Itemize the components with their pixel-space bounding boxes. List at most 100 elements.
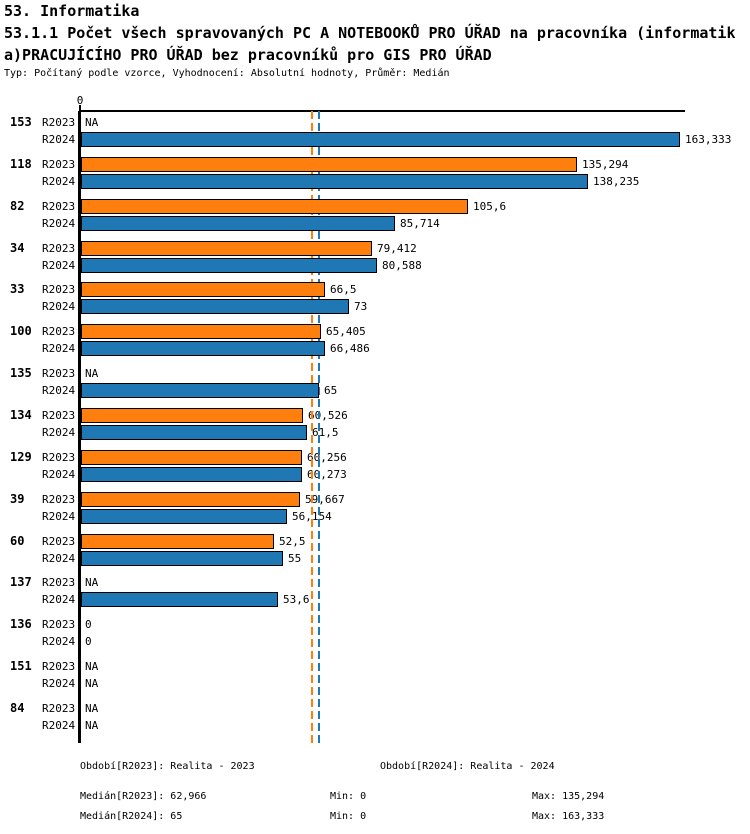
bar-r2024[interactable] [81, 299, 349, 314]
series-label-r2023: R2023 [42, 576, 76, 589]
period-label-r2024: Období[R2024]: Realita - 2024 [380, 761, 555, 772]
series-label-r2024: R2024 [42, 133, 76, 146]
series-label-r2023: R2023 [42, 200, 76, 213]
group-id-label: 33 [10, 282, 25, 296]
series-label-r2023: R2023 [42, 242, 76, 255]
value-label: 66,486 [330, 342, 370, 355]
group-id-label: 129 [10, 450, 32, 464]
group-id-label: 82 [10, 199, 25, 213]
bar-r2023[interactable] [81, 241, 372, 256]
group-id-label: 84 [10, 701, 25, 715]
series-label-r2023: R2023 [42, 325, 76, 338]
min-label-r2023: Min: 0 [330, 791, 367, 802]
value-label: 85,714 [400, 217, 440, 230]
series-label-r2024: R2024 [42, 217, 76, 230]
median-label-r2024: Medián[R2024]: 65 [80, 811, 183, 822]
bar-r2024[interactable] [81, 509, 287, 524]
series-label-r2023: R2023 [42, 158, 76, 171]
value-label: NA [85, 702, 99, 715]
group-id-label: 137 [10, 575, 32, 589]
bar-r2023[interactable] [81, 534, 274, 549]
series-label-r2023: R2023 [42, 116, 76, 129]
series-label-r2023: R2023 [42, 702, 76, 715]
series-label-r2023: R2023 [42, 660, 76, 673]
indicator-title-line2: a)PRACUJÍCÍHO PRO ÚŘAD bez pracovníků pr… [4, 46, 492, 64]
series-label-r2024: R2024 [42, 342, 76, 355]
series-label-r2024: R2024 [42, 677, 76, 690]
bar-r2023[interactable] [81, 282, 325, 297]
group-id-label: 100 [10, 324, 32, 338]
bar-r2023[interactable] [81, 324, 321, 339]
value-label: 163,333 [685, 133, 732, 146]
value-label: NA [85, 677, 99, 690]
value-label: 60,273 [307, 468, 347, 481]
value-label: 60,526 [308, 409, 348, 422]
bar-r2024[interactable] [81, 174, 588, 189]
median-line-r2023 [311, 111, 313, 743]
median-label-r2023: Medián[R2023]: 62,966 [80, 791, 207, 802]
bar-r2024[interactable] [81, 425, 307, 440]
bar-r2023[interactable] [81, 450, 302, 465]
value-label: 138,235 [593, 175, 640, 188]
bar-r2024[interactable] [81, 467, 302, 482]
group-id-label: 134 [10, 408, 32, 422]
bar-r2024[interactable] [81, 592, 278, 607]
value-label: 65,405 [326, 325, 366, 338]
median-line-r2024 [318, 111, 320, 743]
value-label: NA [85, 116, 99, 129]
value-label: 61,5 [312, 426, 339, 439]
value-label: 66,5 [330, 283, 357, 296]
series-label-r2023: R2023 [42, 451, 76, 464]
min-label-r2024: Min: 0 [330, 811, 367, 822]
value-label: 0 [85, 618, 92, 631]
max-label-r2024: Max: 163,333 [532, 811, 605, 822]
y-axis-line [78, 111, 81, 743]
series-label-r2024: R2024 [42, 259, 76, 272]
value-label: 79,412 [377, 242, 417, 255]
bar-r2024[interactable] [81, 258, 377, 273]
series-label-r2024: R2024 [42, 468, 76, 481]
bar-r2024[interactable] [81, 216, 395, 231]
series-label-r2024: R2024 [42, 175, 76, 188]
bar-r2024[interactable] [81, 551, 283, 566]
series-label-r2024: R2024 [42, 635, 76, 648]
axis-zero-label: 0 [76, 94, 84, 107]
indicator-title-line1: 53.1.1 Počet všech spravovaných PC A NOT… [4, 24, 736, 42]
bar-r2023[interactable] [81, 492, 300, 507]
bar-r2023[interactable] [81, 157, 577, 172]
value-label: 53,6 [283, 593, 310, 606]
series-label-r2024: R2024 [42, 593, 76, 606]
group-id-label: 60 [10, 534, 25, 548]
x-axis-line [80, 110, 685, 112]
value-label: NA [85, 719, 99, 732]
bar-r2024[interactable] [81, 341, 325, 356]
group-id-label: 34 [10, 241, 25, 255]
group-id-label: 136 [10, 617, 32, 631]
value-label: NA [85, 576, 99, 589]
bar-r2024[interactable] [81, 383, 319, 398]
series-label-r2024: R2024 [42, 552, 76, 565]
group-id-label: 135 [10, 366, 32, 380]
series-label-r2023: R2023 [42, 409, 76, 422]
value-label: 135,294 [582, 158, 629, 171]
series-label-r2024: R2024 [42, 384, 76, 397]
indicator-meta: Typ: Počítaný podle vzorce, Vyhodnocení:… [4, 68, 450, 79]
value-label: 60,256 [307, 451, 347, 464]
series-label-r2024: R2024 [42, 300, 76, 313]
value-label: 59,667 [305, 493, 345, 506]
bar-r2024[interactable] [81, 132, 680, 147]
group-id-label: 153 [10, 115, 32, 129]
series-label-r2024: R2024 [42, 719, 76, 732]
bar-r2023[interactable] [81, 199, 468, 214]
max-label-r2023: Max: 135,294 [532, 791, 605, 802]
section-title: 53. Informatika [4, 2, 140, 20]
period-label-r2023: Období[R2023]: Realita - 2023 [80, 761, 255, 772]
value-label: 105,6 [473, 200, 507, 213]
series-label-r2024: R2024 [42, 510, 76, 523]
series-label-r2023: R2023 [42, 283, 76, 296]
value-label: NA [85, 660, 99, 673]
value-label: NA [85, 367, 99, 380]
bar-r2023[interactable] [81, 408, 303, 423]
value-label: 0 [85, 635, 92, 648]
